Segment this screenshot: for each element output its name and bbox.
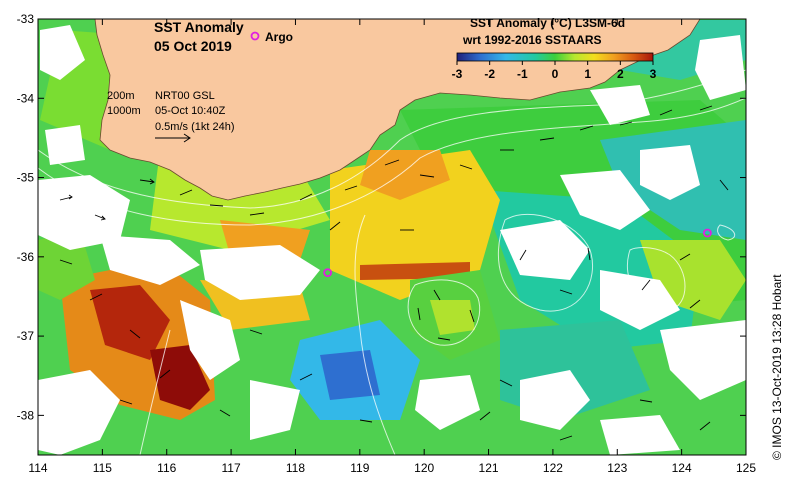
colorbar-tick-label: 3 bbox=[650, 67, 657, 81]
lon-tick-label: 124 bbox=[672, 461, 692, 475]
colorbar-ticks: -3 -2 -1 0 1 2 3 bbox=[452, 61, 657, 81]
lat-tick-label: -36 bbox=[17, 250, 35, 264]
credit-text: © IMOS 13-Oct-2019 13:28 Hobart bbox=[770, 274, 784, 460]
info-scale: 0.5m/s (1kt 24h) bbox=[155, 121, 234, 133]
lon-tick-label: 118 bbox=[286, 461, 305, 475]
latitude-axis: -33-34-35-36-37-38 bbox=[17, 12, 746, 422]
lat-tick-label: -33 bbox=[17, 12, 35, 26]
map-title: SST Anomaly bbox=[154, 19, 244, 35]
colorbar-tick-label: 0 bbox=[552, 67, 559, 81]
plot-frame bbox=[37, 18, 747, 456]
longitude-axis: 114 115 116 117 118 119 120 121 122 123 124 125 bbox=[28, 19, 756, 475]
lon-tick-label: 117 bbox=[222, 461, 241, 475]
map-date: 05 Oct 2019 bbox=[154, 38, 232, 54]
colorbar-tick-label: 1 bbox=[584, 67, 591, 81]
lon-tick-label: 122 bbox=[543, 461, 563, 475]
info-200m: 200m bbox=[107, 90, 135, 102]
lon-tick-label: 121 bbox=[479, 461, 499, 475]
land-mass bbox=[94, 19, 701, 201]
lon-tick-label: 119 bbox=[350, 461, 369, 475]
colorbar-tick-label: -2 bbox=[484, 67, 495, 81]
info-source: NRT00 GSL bbox=[155, 90, 215, 102]
argo-legend-label: Argo bbox=[265, 30, 293, 44]
argo-float-marker bbox=[323, 268, 333, 278]
colorbar-subtitle: wrt 1992-2016 SSTAARS bbox=[462, 33, 602, 47]
lon-tick-label: 116 bbox=[157, 461, 176, 475]
colorbar-title: SST Anomaly (°C) L3SM-6d bbox=[470, 16, 625, 30]
colorbar: SST Anomaly (°C) L3SM-6d wrt 1992-2016 S… bbox=[452, 16, 657, 81]
argo-float-marker bbox=[702, 228, 712, 238]
current-vectors bbox=[59, 105, 729, 441]
data-info-block: 200m 1000m NRT00 GSL 05-Oct 10:40Z 0.5m/… bbox=[107, 90, 234, 143]
argo-legend: Argo bbox=[250, 30, 293, 44]
info-1000m: 1000m bbox=[107, 105, 141, 117]
colorbar-tick-label: 2 bbox=[617, 67, 624, 81]
no-data-cloud-gaps bbox=[38, 25, 746, 455]
colorbar-gradient bbox=[456, 52, 654, 62]
lon-tick-label: 115 bbox=[93, 461, 112, 475]
lat-tick-label: -34 bbox=[17, 91, 35, 105]
info-time: 05-Oct 10:40Z bbox=[155, 105, 226, 117]
lon-tick-label: 123 bbox=[607, 461, 627, 475]
lon-tick-label: 114 bbox=[28, 461, 47, 475]
lon-tick-label: 125 bbox=[736, 461, 756, 475]
argo-markers bbox=[323, 228, 712, 278]
lon-tick-label: 120 bbox=[414, 461, 434, 475]
scale-arrow-icon bbox=[155, 133, 191, 143]
lat-tick-label: -38 bbox=[17, 408, 35, 422]
bathymetry-contours bbox=[38, 69, 746, 455]
colorbar-tick-label: -3 bbox=[452, 67, 463, 81]
lat-tick-label: -37 bbox=[17, 329, 35, 343]
lat-tick-label: -35 bbox=[17, 171, 35, 185]
colorbar-tick-label: -1 bbox=[517, 67, 528, 81]
argo-legend-icon bbox=[250, 31, 260, 41]
